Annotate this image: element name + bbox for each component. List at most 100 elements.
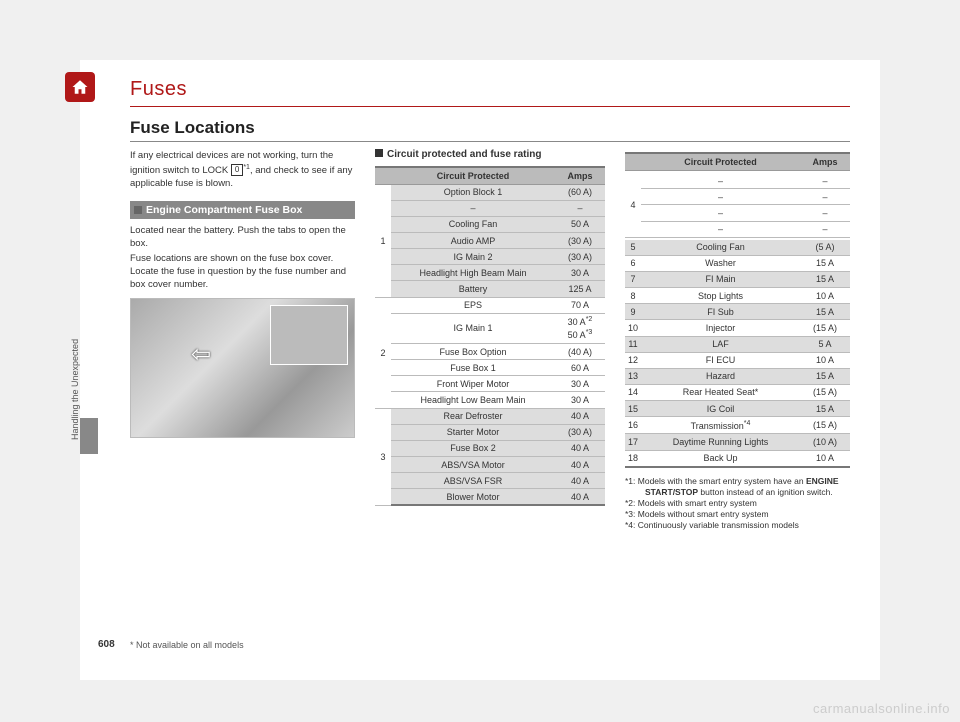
circuit-cell: IG Main 2 bbox=[391, 249, 555, 265]
table-row: Fuse Box Option(40 A) bbox=[375, 344, 605, 360]
table-row: 4–– bbox=[625, 173, 850, 189]
table-row: 7FI Main15 A bbox=[625, 271, 850, 287]
amps-cell: 40 A bbox=[555, 408, 605, 424]
table-row: Cooling Fan50 A bbox=[375, 216, 605, 232]
table-row: IG Main 2(30 A) bbox=[375, 249, 605, 265]
section-rule bbox=[130, 141, 850, 142]
page-number: 608 bbox=[98, 639, 115, 650]
circuit-cell: IG Coil bbox=[641, 401, 800, 417]
col2-subhead: Circuit protected and fuse rating bbox=[375, 148, 605, 162]
circuit-cell: EPS bbox=[391, 297, 555, 313]
amps-cell: 70 A bbox=[555, 297, 605, 313]
table-row: Front Wiper Motor30 A bbox=[375, 376, 605, 392]
table-row: 8Stop Lights10 A bbox=[625, 288, 850, 304]
circuit-cell: FI ECU bbox=[641, 352, 800, 368]
diagram-inset bbox=[270, 305, 348, 365]
th-amps: Amps bbox=[555, 167, 605, 185]
amps-cell: – bbox=[800, 189, 850, 205]
circuit-cell: Daytime Running Lights bbox=[641, 434, 800, 450]
table-row: –– bbox=[375, 200, 605, 216]
amps-cell: – bbox=[800, 205, 850, 221]
table-row: IG Main 130 A*250 A*3 bbox=[375, 313, 605, 343]
amps-cell: – bbox=[555, 200, 605, 216]
amps-cell: (5 A) bbox=[800, 240, 850, 256]
circuit-cell: Back Up bbox=[641, 450, 800, 467]
table-row: Starter Motor(30 A) bbox=[375, 424, 605, 440]
row-index: 8 bbox=[625, 288, 641, 304]
amps-cell: (40 A) bbox=[555, 344, 605, 360]
amps-cell: 15 A bbox=[800, 304, 850, 320]
circuit-cell: Battery bbox=[391, 281, 555, 297]
footnote-line: *2: Models with smart entry system bbox=[625, 498, 850, 509]
circuit-cell: Fuse Box 1 bbox=[391, 360, 555, 376]
row-index: 10 bbox=[625, 320, 641, 336]
th-circuit: Circuit Protected bbox=[391, 167, 555, 185]
amps-cell: 15 A bbox=[800, 401, 850, 417]
row-index: 7 bbox=[625, 271, 641, 287]
table-row: 15IG Coil15 A bbox=[625, 401, 850, 417]
row-index: 12 bbox=[625, 352, 641, 368]
circuit-cell: Front Wiper Motor bbox=[391, 376, 555, 392]
bullet-icon bbox=[375, 149, 383, 157]
table-row: Fuse Box 160 A bbox=[375, 360, 605, 376]
circuit-cell: ABS/VSA Motor bbox=[391, 457, 555, 473]
row-index: 11 bbox=[625, 336, 641, 352]
circuit-cell: IG Main 1 bbox=[391, 313, 555, 343]
section-title: Fuse Locations bbox=[130, 118, 255, 138]
table-row: 9FI Sub15 A bbox=[625, 304, 850, 320]
col2-heading: Circuit protected and fuse rating bbox=[387, 149, 541, 160]
table-row: 12FI ECU10 A bbox=[625, 352, 850, 368]
circuit-cell: Washer bbox=[641, 255, 800, 271]
amps-cell: 15 A bbox=[800, 271, 850, 287]
circuit-cell: – bbox=[641, 221, 800, 237]
group-index: 2 bbox=[375, 297, 391, 408]
amps-cell: – bbox=[800, 173, 850, 189]
table-row: 3Rear Defroster40 A bbox=[375, 408, 605, 424]
amps-cell: 30 A bbox=[555, 376, 605, 392]
table-row: –– bbox=[625, 205, 850, 221]
table-row: 1Option Block 1(60 A) bbox=[375, 184, 605, 200]
circuit-cell: Rear Defroster bbox=[391, 408, 555, 424]
amps-cell: (10 A) bbox=[800, 434, 850, 450]
amps-cell: 10 A bbox=[800, 450, 850, 467]
row-index: 17 bbox=[625, 434, 641, 450]
table-header-row: Circuit Protected Amps bbox=[375, 167, 605, 185]
fuse-box-diagram: ⇦ bbox=[130, 298, 355, 438]
circuit-cell: Fuse Box 2 bbox=[391, 440, 555, 456]
row-index: 5 bbox=[625, 240, 641, 256]
circuit-cell: Starter Motor bbox=[391, 424, 555, 440]
amps-cell: (30 A) bbox=[555, 424, 605, 440]
intro-sup: *1 bbox=[243, 164, 250, 171]
amps-cell: (15 A) bbox=[800, 417, 850, 434]
table-header-row: Circuit Protected Amps bbox=[625, 153, 850, 171]
circuit-cell: FI Sub bbox=[641, 304, 800, 320]
footnote-line: *4: Continuously variable transmission m… bbox=[625, 520, 850, 531]
th-circuit: Circuit Protected bbox=[641, 153, 800, 171]
side-thumb-index bbox=[80, 418, 98, 454]
table-row: 18Back Up10 A bbox=[625, 450, 850, 467]
circuit-cell: Hazard bbox=[641, 368, 800, 384]
circuit-cell: Rear Heated Seat* bbox=[641, 384, 800, 400]
table-row: 11LAF5 A bbox=[625, 336, 850, 352]
page-footnote: * Not available on all models bbox=[130, 640, 244, 650]
th-blank bbox=[375, 167, 391, 185]
amps-cell: 5 A bbox=[800, 336, 850, 352]
circuit-cell: ABS/VSA FSR bbox=[391, 473, 555, 489]
row-index: 9 bbox=[625, 304, 641, 320]
fuse-table-group4: 4–––––––– bbox=[625, 173, 850, 238]
circuit-cell: Fuse Box Option bbox=[391, 344, 555, 360]
table-row: 16Transmission*4(15 A) bbox=[625, 417, 850, 434]
amps-cell: – bbox=[800, 221, 850, 237]
group-index: 3 bbox=[375, 408, 391, 505]
circuit-cell: Audio AMP bbox=[391, 233, 555, 249]
watermark: carmanualsonline.info bbox=[813, 701, 950, 716]
amps-cell: 50 A bbox=[555, 216, 605, 232]
circuit-cell: FI Main bbox=[641, 271, 800, 287]
row-index: 16 bbox=[625, 417, 641, 434]
fuse-table-main: Circuit Protected Amps 1Option Block 1(6… bbox=[375, 166, 605, 507]
amps-cell: 15 A bbox=[800, 255, 850, 271]
amps-cell: 125 A bbox=[555, 281, 605, 297]
circuit-cell: – bbox=[391, 200, 555, 216]
home-icon[interactable] bbox=[65, 72, 95, 102]
amps-cell: (30 A) bbox=[555, 233, 605, 249]
